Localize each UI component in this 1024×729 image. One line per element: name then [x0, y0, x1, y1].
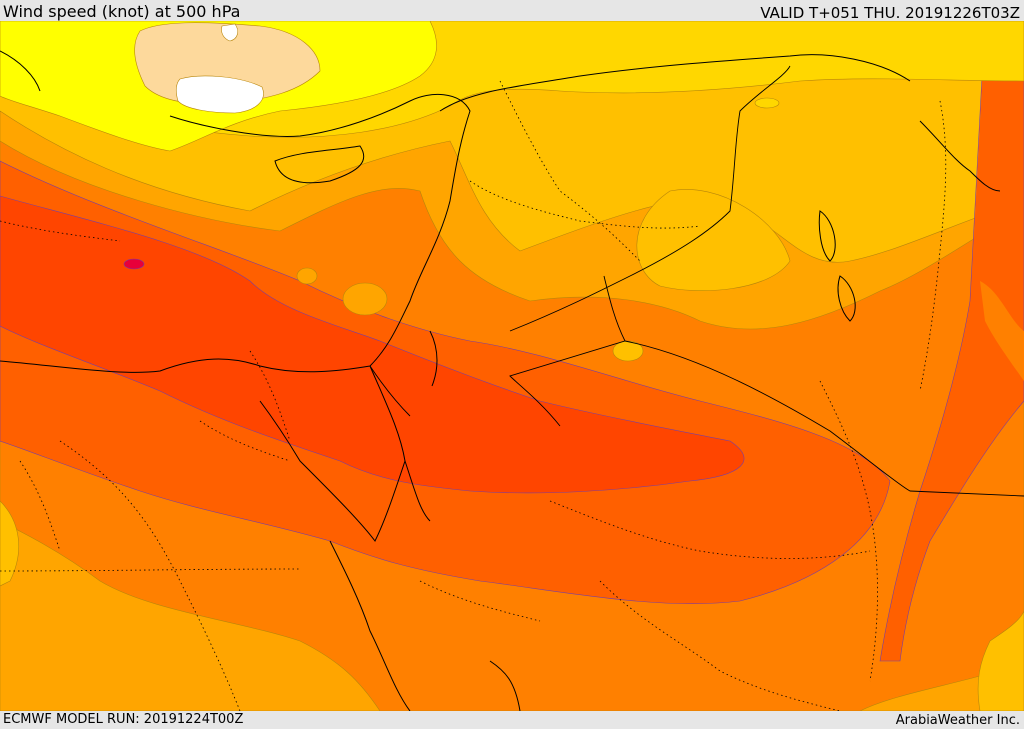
internal-boundaries	[0, 80, 947, 711]
valid-time: VALID T+051 THU. 20191226T03Z	[760, 4, 1020, 22]
contour-white	[175, 75, 264, 114]
wind-speed-map[interactable]	[0, 21, 1024, 711]
header-bar: Wind speed (knot) at 500 hPa VALID T+051…	[0, 0, 1024, 22]
contour-orange-red	[0, 195, 745, 494]
contour-right-light	[980, 281, 1024, 381]
borders	[369, 65, 1024, 497]
credit: ArabiaWeather Inc.	[895, 713, 1020, 728]
patch-south-gold	[977, 610, 1024, 711]
patch-light-6	[0, 500, 20, 587]
contour-crimson	[123, 258, 145, 270]
patch-light-1	[636, 189, 791, 291]
patch-light-5	[754, 97, 780, 109]
patch-light-2	[612, 340, 644, 362]
model-run: ECMWF MODEL RUN: 20191224T00Z	[3, 712, 244, 727]
patch-light-3	[342, 282, 388, 316]
patch-light-4	[296, 267, 318, 285]
contour-white-small	[221, 23, 239, 42]
map-title: Wind speed (knot) at 500 hPa	[3, 2, 241, 21]
footer-bar: ECMWF MODEL RUN: 20191224T00Z ArabiaWeat…	[0, 711, 1024, 729]
coastlines	[0, 50, 1001, 711]
